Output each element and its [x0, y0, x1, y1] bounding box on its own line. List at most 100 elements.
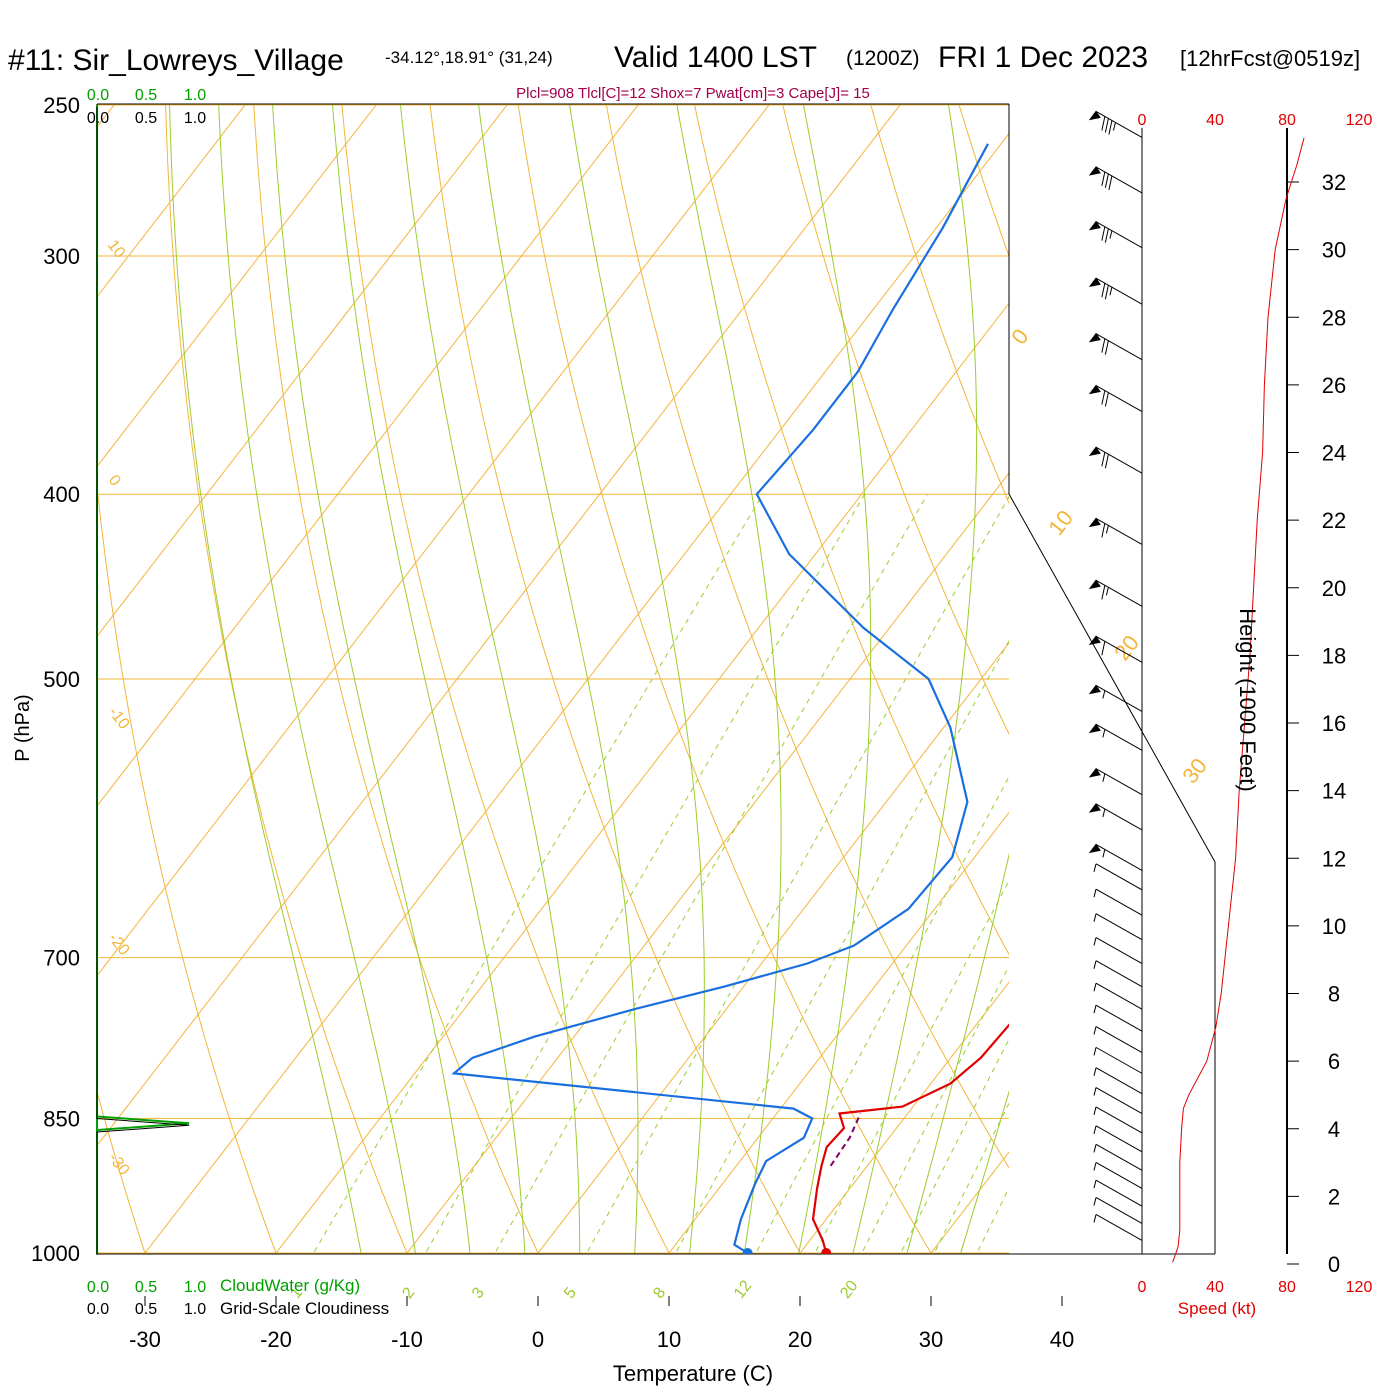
isotherm-line	[1156, 71, 1400, 1301]
barb-staff	[1095, 166, 1143, 194]
barb-half-flag	[1093, 1005, 1097, 1014]
isotherm-line	[405, 472, 1009, 1254]
isotherm-line	[143, 132, 1009, 1254]
mixing-ratio-line	[493, 493, 928, 1254]
wind-barb	[1088, 446, 1143, 474]
mixing-ratio-line	[860, 965, 1009, 1254]
barb-half-flag	[1093, 1144, 1097, 1153]
x-axis-title: Temperature (C)	[613, 1361, 773, 1386]
height-tick-label: 14	[1322, 779, 1346, 804]
y-tick-label: 1000	[31, 1241, 80, 1266]
x-tick-label: -30	[129, 1327, 161, 1352]
cloudwater-tick-top: 0.5	[135, 87, 157, 104]
wind-barb	[1093, 1197, 1143, 1224]
valid-date: FRI 1 Dec 2023	[938, 41, 1148, 74]
mixing-ratio-line	[754, 775, 1009, 1254]
barb-staff	[1095, 517, 1143, 545]
dry-adiabat-line	[605, 104, 1009, 1169]
cloudiness-tick-top: 0.0	[87, 110, 109, 127]
isotherm-line	[97, 104, 771, 977]
mixing-ratio-label: 20	[837, 1277, 861, 1302]
isotherm-label: 10	[104, 237, 128, 262]
barb-half-flag	[1093, 913, 1097, 922]
isotherm-label: -30	[105, 1150, 133, 1179]
moist-adiabat-line	[798, 104, 872, 1254]
y-tick-label: 700	[43, 946, 80, 971]
moist-adiabat-line	[272, 104, 471, 1254]
mixing-ratio-label: 2	[399, 1284, 418, 1302]
barb-staff	[1095, 1004, 1143, 1032]
cloudiness-tick-top: 0.5	[135, 110, 157, 127]
height-tick-label: 12	[1322, 846, 1346, 871]
wind-barb	[1093, 1214, 1143, 1241]
isotherm-label: 30	[1177, 753, 1212, 788]
barb-half-flag	[1093, 1087, 1097, 1096]
wind-barb	[1088, 277, 1143, 305]
barb-staff	[1095, 277, 1143, 305]
wind-barb	[1088, 843, 1143, 871]
isotherm-label: 0	[105, 472, 124, 490]
barb-flag	[1104, 228, 1109, 243]
wind-barb	[1093, 1106, 1143, 1134]
isotherm-label: 20	[1109, 630, 1144, 665]
wind-barb	[1093, 1067, 1143, 1095]
barb-half-flag	[1093, 960, 1097, 969]
height-tick-label: 30	[1322, 238, 1346, 263]
parcel-trace	[829, 1113, 862, 1167]
moist-adiabat-line	[568, 104, 705, 1254]
barb-staff	[1095, 863, 1143, 891]
barb-staff	[1095, 937, 1143, 964]
barb-half-flag	[1102, 690, 1106, 699]
surface-temperature-marker	[821, 1248, 832, 1254]
barb-half-flag	[1112, 122, 1116, 131]
height-tick-label: 18	[1322, 643, 1346, 668]
mixing-ratio-line	[1001, 494, 1392, 1277]
wind-panel: 0040408080120120024681012141618202224262…	[1088, 110, 1373, 1296]
x-tick-label: 30	[919, 1327, 943, 1352]
wind-barb	[1093, 1026, 1143, 1053]
cloudwater-tick-top: 0.0	[87, 87, 109, 104]
forecast-info: [12hrFcst@0519z]	[1180, 46, 1360, 71]
isotherm-line	[0, 71, 9, 1301]
cloudwater-tick-bottom: 0.5	[135, 1279, 157, 1296]
cloudiness-tick-bottom: 0.0	[87, 1301, 109, 1318]
wind-barb	[1088, 220, 1143, 249]
barb-staff	[1095, 446, 1143, 474]
mixing-ratio-label: 12	[731, 1277, 755, 1302]
dry-adiabat-line	[693, 104, 1009, 956]
barb-half-flag	[1109, 230, 1113, 239]
wind-barb	[1088, 803, 1143, 831]
barb-staff	[1095, 333, 1143, 361]
barb-staff	[1095, 635, 1143, 663]
cloudiness-tick-top: 1.0	[184, 110, 206, 127]
speed-tick-top: 120	[1346, 112, 1373, 129]
barb-flag	[1101, 390, 1106, 405]
wind-barb	[1093, 960, 1143, 988]
barb-half-flag	[1093, 863, 1097, 872]
wind-barb	[1088, 384, 1143, 412]
wind-barb	[1093, 888, 1143, 916]
dry-adiabat-line	[870, 104, 1009, 505]
frame-right	[1008, 104, 1216, 1254]
height-tick-label: 10	[1322, 914, 1346, 939]
dry-adiabat-line	[782, 104, 1009, 735]
mixing-ratio-line	[585, 495, 1009, 1254]
isotherm-line	[536, 641, 1009, 1254]
wind-barb	[1093, 1046, 1143, 1074]
speed-tick-top: 80	[1278, 112, 1296, 129]
cloudiness-tick-bottom: 1.0	[184, 1301, 206, 1318]
wind-barb	[1088, 767, 1143, 796]
barb-flag	[1101, 585, 1106, 600]
barb-flag	[1104, 454, 1109, 469]
barb-flag	[1101, 523, 1106, 538]
barb-staff	[1095, 843, 1143, 871]
barb-half-flag	[1093, 1214, 1097, 1223]
barb-staff	[1095, 982, 1143, 1010]
dry-adiabat-line	[253, 104, 540, 1254]
barb-flag	[1101, 338, 1106, 353]
barb-half-flag	[1093, 937, 1097, 946]
y-tick-label: 500	[43, 667, 80, 692]
isotherm-line	[97, 104, 902, 1147]
barb-half-flag	[1105, 525, 1109, 534]
